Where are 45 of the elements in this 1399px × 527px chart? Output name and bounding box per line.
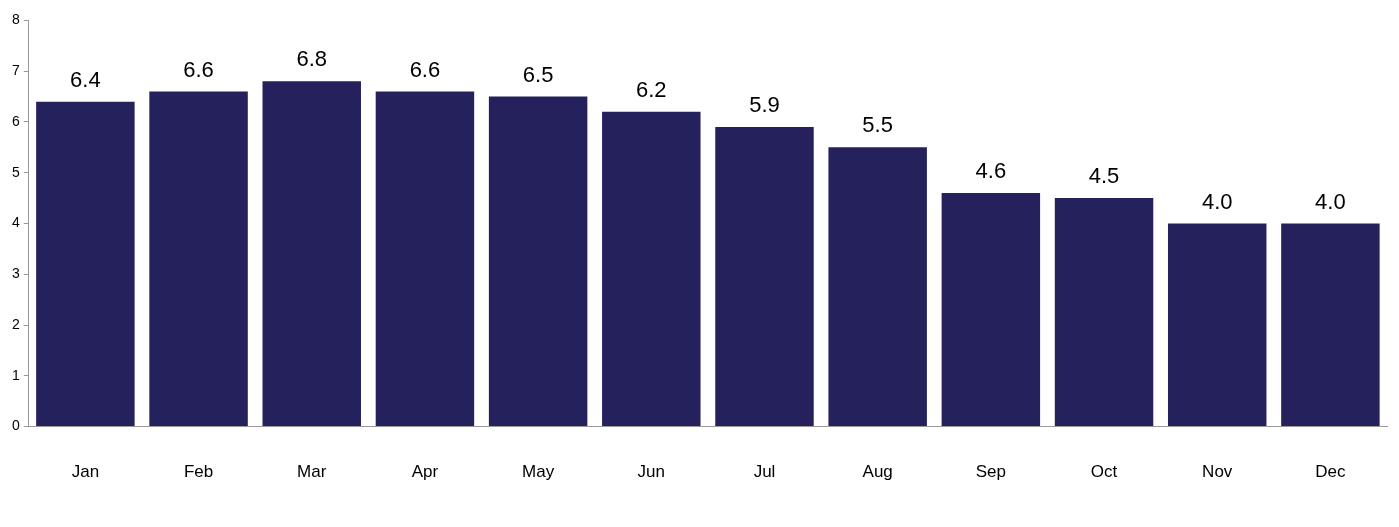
x-tick-label: Feb xyxy=(183,462,214,482)
data-label: 4.0 xyxy=(1315,188,1346,214)
x-tick-label: Apr xyxy=(411,462,439,482)
y-tick-label: 4 xyxy=(11,214,20,231)
data-label: 6.5 xyxy=(522,61,554,87)
data-label: 4.6 xyxy=(975,158,1007,184)
bar xyxy=(941,193,1041,427)
bar xyxy=(375,91,475,427)
x-tick-label: Jun xyxy=(637,462,666,482)
bar xyxy=(828,147,927,427)
x-tick-label: Jan xyxy=(71,462,100,482)
bar xyxy=(488,96,588,427)
data-label: 6.6 xyxy=(183,56,214,82)
bar xyxy=(1281,223,1380,427)
bar xyxy=(1054,198,1154,427)
bar xyxy=(715,127,814,427)
y-tick-label: 1 xyxy=(11,366,20,383)
x-tick-label: Dec xyxy=(1315,462,1347,482)
bar xyxy=(602,111,701,427)
y-tick-label: 7 xyxy=(11,62,20,79)
data-label: 4.0 xyxy=(1201,188,1233,214)
x-tick-label: May xyxy=(522,462,555,482)
x-tick-label: Jul xyxy=(753,462,776,482)
x-tick-label: Mar xyxy=(297,462,327,482)
x-tick-label: Nov xyxy=(1202,462,1233,482)
data-label: 6.8 xyxy=(296,46,328,72)
data-label: 6.4 xyxy=(70,66,101,92)
bar xyxy=(149,91,248,427)
y-tick-label: 6 xyxy=(11,112,20,129)
y-tick-label: 5 xyxy=(11,163,20,180)
bar xyxy=(262,81,361,427)
data-label: 6.2 xyxy=(636,76,667,102)
bar xyxy=(1167,223,1267,427)
y-tick-label: 8 xyxy=(11,11,20,28)
data-label: 6.6 xyxy=(409,56,441,82)
data-label: 4.5 xyxy=(1088,163,1120,189)
x-tick-label: Sep xyxy=(975,462,1006,482)
data-label: 5.9 xyxy=(749,92,780,118)
data-label: 5.5 xyxy=(862,112,893,138)
y-tick-label: 0 xyxy=(11,417,20,434)
x-tick-label: Aug xyxy=(862,462,893,482)
x-tick-label: Oct xyxy=(1090,462,1118,482)
y-tick-label: 3 xyxy=(11,265,20,282)
bar xyxy=(36,101,135,427)
y-tick-label: 2 xyxy=(11,315,20,332)
